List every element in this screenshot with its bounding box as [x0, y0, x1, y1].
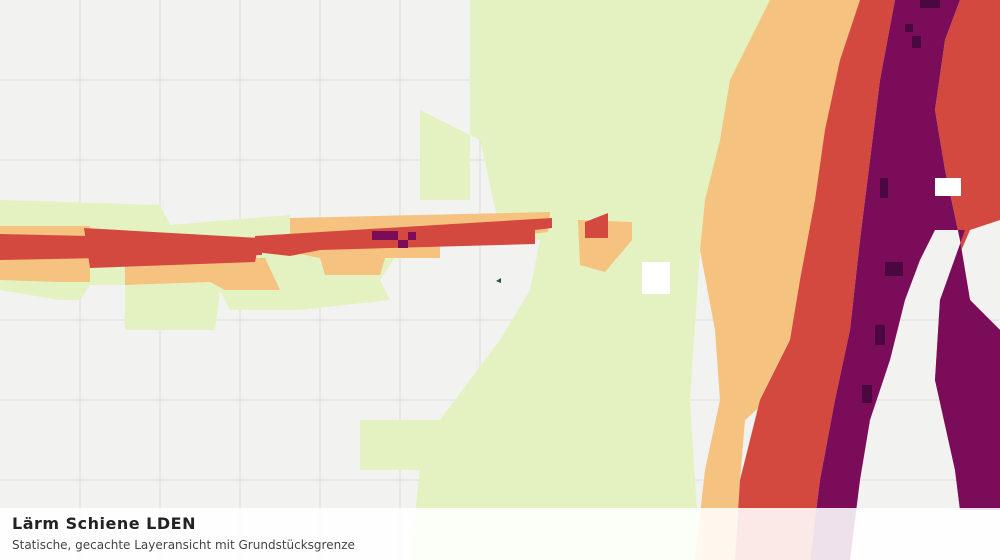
- caption-bar: Lärm Schiene LDEN Statische, gecachte La…: [0, 508, 1000, 560]
- noise-gap: [642, 178, 961, 294]
- layer-subtitle: Statische, gecachte Layeransicht mit Gru…: [12, 538, 355, 552]
- layer-title: Lärm Schiene LDEN: [12, 514, 196, 533]
- noise-zone-peak: [862, 0, 940, 403]
- noise-zone-very-high: [372, 0, 1000, 560]
- location-marker: [496, 278, 501, 283]
